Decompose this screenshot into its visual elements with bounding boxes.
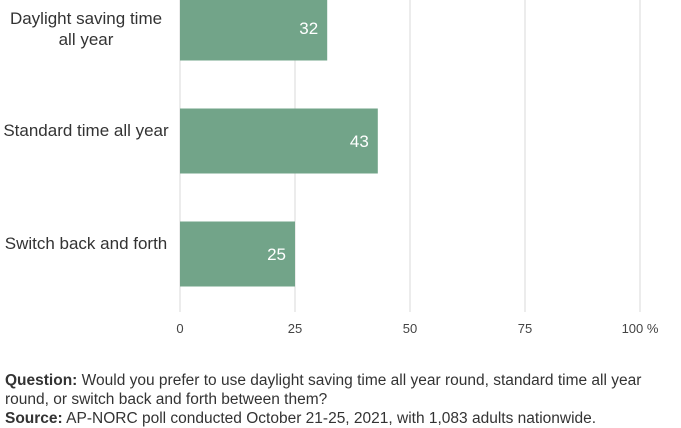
source-note: Source: AP-NORC poll conducted October 2… <box>5 409 675 428</box>
bar-value-label: 43 <box>350 132 369 151</box>
category-label: Switch back and forth <box>4 234 168 253</box>
bar <box>180 0 328 61</box>
chart-notes: Question: Would you prefer to use daylig… <box>5 371 675 428</box>
category-label: Standard time all year <box>3 121 169 140</box>
source-text: AP-NORC poll conducted October 21-25, 20… <box>66 410 597 427</box>
x-tick-label: 100 % <box>622 321 659 336</box>
x-tick-label: 0 <box>176 321 183 336</box>
bar <box>180 108 378 174</box>
x-tick-label: 50 <box>403 321 417 336</box>
category-label: Daylight saving time all year <box>9 9 163 49</box>
bar-value-label: 32 <box>299 19 318 38</box>
bar <box>180 221 295 287</box>
source-label: Source: <box>5 410 63 427</box>
question-note: Question: Would you prefer to use daylig… <box>5 371 675 409</box>
bar-value-label: 25 <box>267 245 286 264</box>
x-tick-label: 75 <box>518 321 532 336</box>
question-label: Question: <box>5 372 78 389</box>
x-tick-label: 25 <box>288 321 302 336</box>
bar-chart: 0 25 50 75 100 % 32 43 25 <box>176 0 659 336</box>
question-text: Would you prefer to use daylight saving … <box>5 372 642 408</box>
